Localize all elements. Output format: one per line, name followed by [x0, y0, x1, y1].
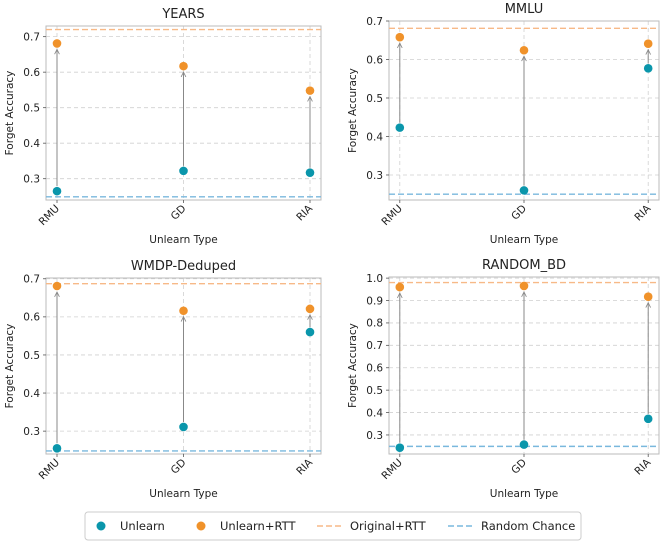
- unlearn-point: [179, 422, 188, 432]
- legend: Unlearn Unlearn+RTT Original+RTT Random …: [84, 511, 582, 541]
- x-tick-label: GD: [509, 457, 529, 477]
- x-tick-label: RIA: [632, 456, 653, 477]
- unlearn-rtt-point: [395, 282, 405, 292]
- unlearn-rtt-point: [395, 32, 405, 42]
- legend-marker-unlearn: [96, 521, 106, 531]
- unlearn-point: [395, 443, 405, 453]
- y-tick-label: 0.5: [23, 350, 40, 362]
- x-tick-label: RIA: [632, 202, 653, 223]
- unlearn-point: [519, 186, 529, 195]
- panels: 0.3 0.4 0.5 0.6 0.7 RMU GD RIA YEARS Unlearn Type…: [4, 2, 660, 500]
- chart-title: RANDOM_BD: [482, 258, 566, 273]
- unlearn-rtt-point: [179, 306, 188, 316]
- y-tick-label: 1.0: [366, 273, 383, 285]
- y-tick-label: 0.6: [23, 67, 40, 79]
- x-tick-label: RMU: [379, 457, 404, 482]
- chart-title: YEARS: [161, 7, 204, 22]
- x-tick-label: GD: [169, 457, 189, 477]
- unlearn-point: [305, 327, 315, 337]
- legend-marker-unlearn-rtt: [196, 521, 206, 531]
- y-tick-label: 0.3: [366, 430, 383, 442]
- y-axis-label: Forget Accuracy: [347, 323, 359, 408]
- chart-title: MMLU: [505, 2, 544, 17]
- y-tick-label: 0.6: [366, 363, 383, 375]
- chart-panel-3: 0.3 0.4 0.5 0.6 0.7 RMU GD RIA WMDP-Deduped Unlea…: [4, 259, 322, 500]
- y-tick-label: 0.7: [366, 16, 383, 28]
- legend-label-original-rtt: Original+RTT: [350, 519, 427, 533]
- unlearn-point: [643, 64, 653, 73]
- x-axis-label: Unlearn Type: [149, 488, 217, 500]
- chart-panel-2: 0.3 0.4 0.5 0.6 0.7 RMU GD RIA MMLU Unlearn Type F…: [347, 2, 660, 246]
- unlearn-point: [519, 440, 529, 449]
- unlearn-rtt-point: [305, 86, 315, 95]
- x-tick-label: GD: [169, 203, 189, 223]
- unlearn-point: [395, 123, 405, 132]
- y-tick-label: 0.8: [366, 318, 383, 330]
- unlearn-rtt-point: [305, 304, 315, 314]
- y-tick-label: 0.6: [366, 54, 383, 66]
- unlearn-point: [179, 166, 188, 176]
- y-tick-label: 0.7: [23, 31, 40, 43]
- y-tick-label: 0.5: [366, 93, 383, 105]
- unlearn-rtt-point: [643, 39, 653, 49]
- unlearn-point: [643, 414, 653, 424]
- legend-label-unlearn-rtt: Unlearn+RTT: [220, 519, 296, 533]
- y-tick-label: 0.4: [366, 407, 383, 419]
- unlearn-rtt-point: [643, 292, 653, 302]
- x-tick-label: RIA: [294, 456, 315, 477]
- y-tick-label: 0.4: [23, 138, 40, 150]
- chart-panel-1: 0.3 0.4 0.5 0.6 0.7 RMU GD RIA YEARS Unlearn Type…: [4, 7, 322, 246]
- y-tick-label: 0.7: [366, 340, 383, 352]
- unlearn-rtt-point: [179, 61, 188, 71]
- legend-label-random-chance: Random Chance: [481, 519, 575, 533]
- y-axis-label: Forget Accuracy: [4, 71, 16, 156]
- y-tick-label: 0.3: [23, 173, 40, 185]
- x-axis-label: Unlearn Type: [490, 488, 558, 500]
- chart-panel-4: 0.3 0.4 0.5 0.6 0.7 0.8 0.9 1.0 RMU GD RIA RANDOM_B…: [347, 258, 660, 500]
- x-tick-label: RMU: [379, 203, 404, 228]
- chart-title: WMDP-Deduped: [131, 259, 236, 274]
- y-tick-label: 0.3: [23, 426, 40, 438]
- legend-frame: [84, 511, 582, 541]
- unlearn-point: [52, 443, 62, 453]
- unlearn-point: [52, 186, 62, 196]
- y-tick-label: 0.4: [366, 131, 383, 143]
- x-tick-label: RMU: [37, 457, 62, 482]
- legend-label-unlearn: Unlearn: [120, 519, 165, 533]
- y-tick-label: 0.3: [366, 170, 383, 182]
- x-tick-label: RIA: [294, 202, 315, 223]
- y-tick-label: 0.5: [366, 385, 383, 397]
- x-tick-label: GD: [509, 203, 529, 223]
- y-tick-label: 0.7: [23, 274, 40, 286]
- y-axis-label: Forget Accuracy: [347, 68, 359, 153]
- unlearn-rtt-point: [52, 39, 62, 48]
- unlearn-rtt-point: [519, 281, 529, 291]
- y-tick-label: 0.6: [23, 312, 40, 324]
- y-tick-label: 0.4: [23, 388, 40, 400]
- y-tick-label: 0.5: [23, 102, 40, 114]
- unlearn-rtt-point: [519, 45, 529, 55]
- x-tick-label: RMU: [37, 203, 62, 228]
- y-tick-label: 0.9: [366, 295, 383, 307]
- y-axis-label: Forget Accuracy: [4, 324, 16, 409]
- unlearn-point: [305, 168, 315, 177]
- x-axis-label: Unlearn Type: [490, 234, 558, 246]
- x-axis-label: Unlearn Type: [149, 234, 217, 246]
- unlearn-rtt-point: [52, 281, 62, 291]
